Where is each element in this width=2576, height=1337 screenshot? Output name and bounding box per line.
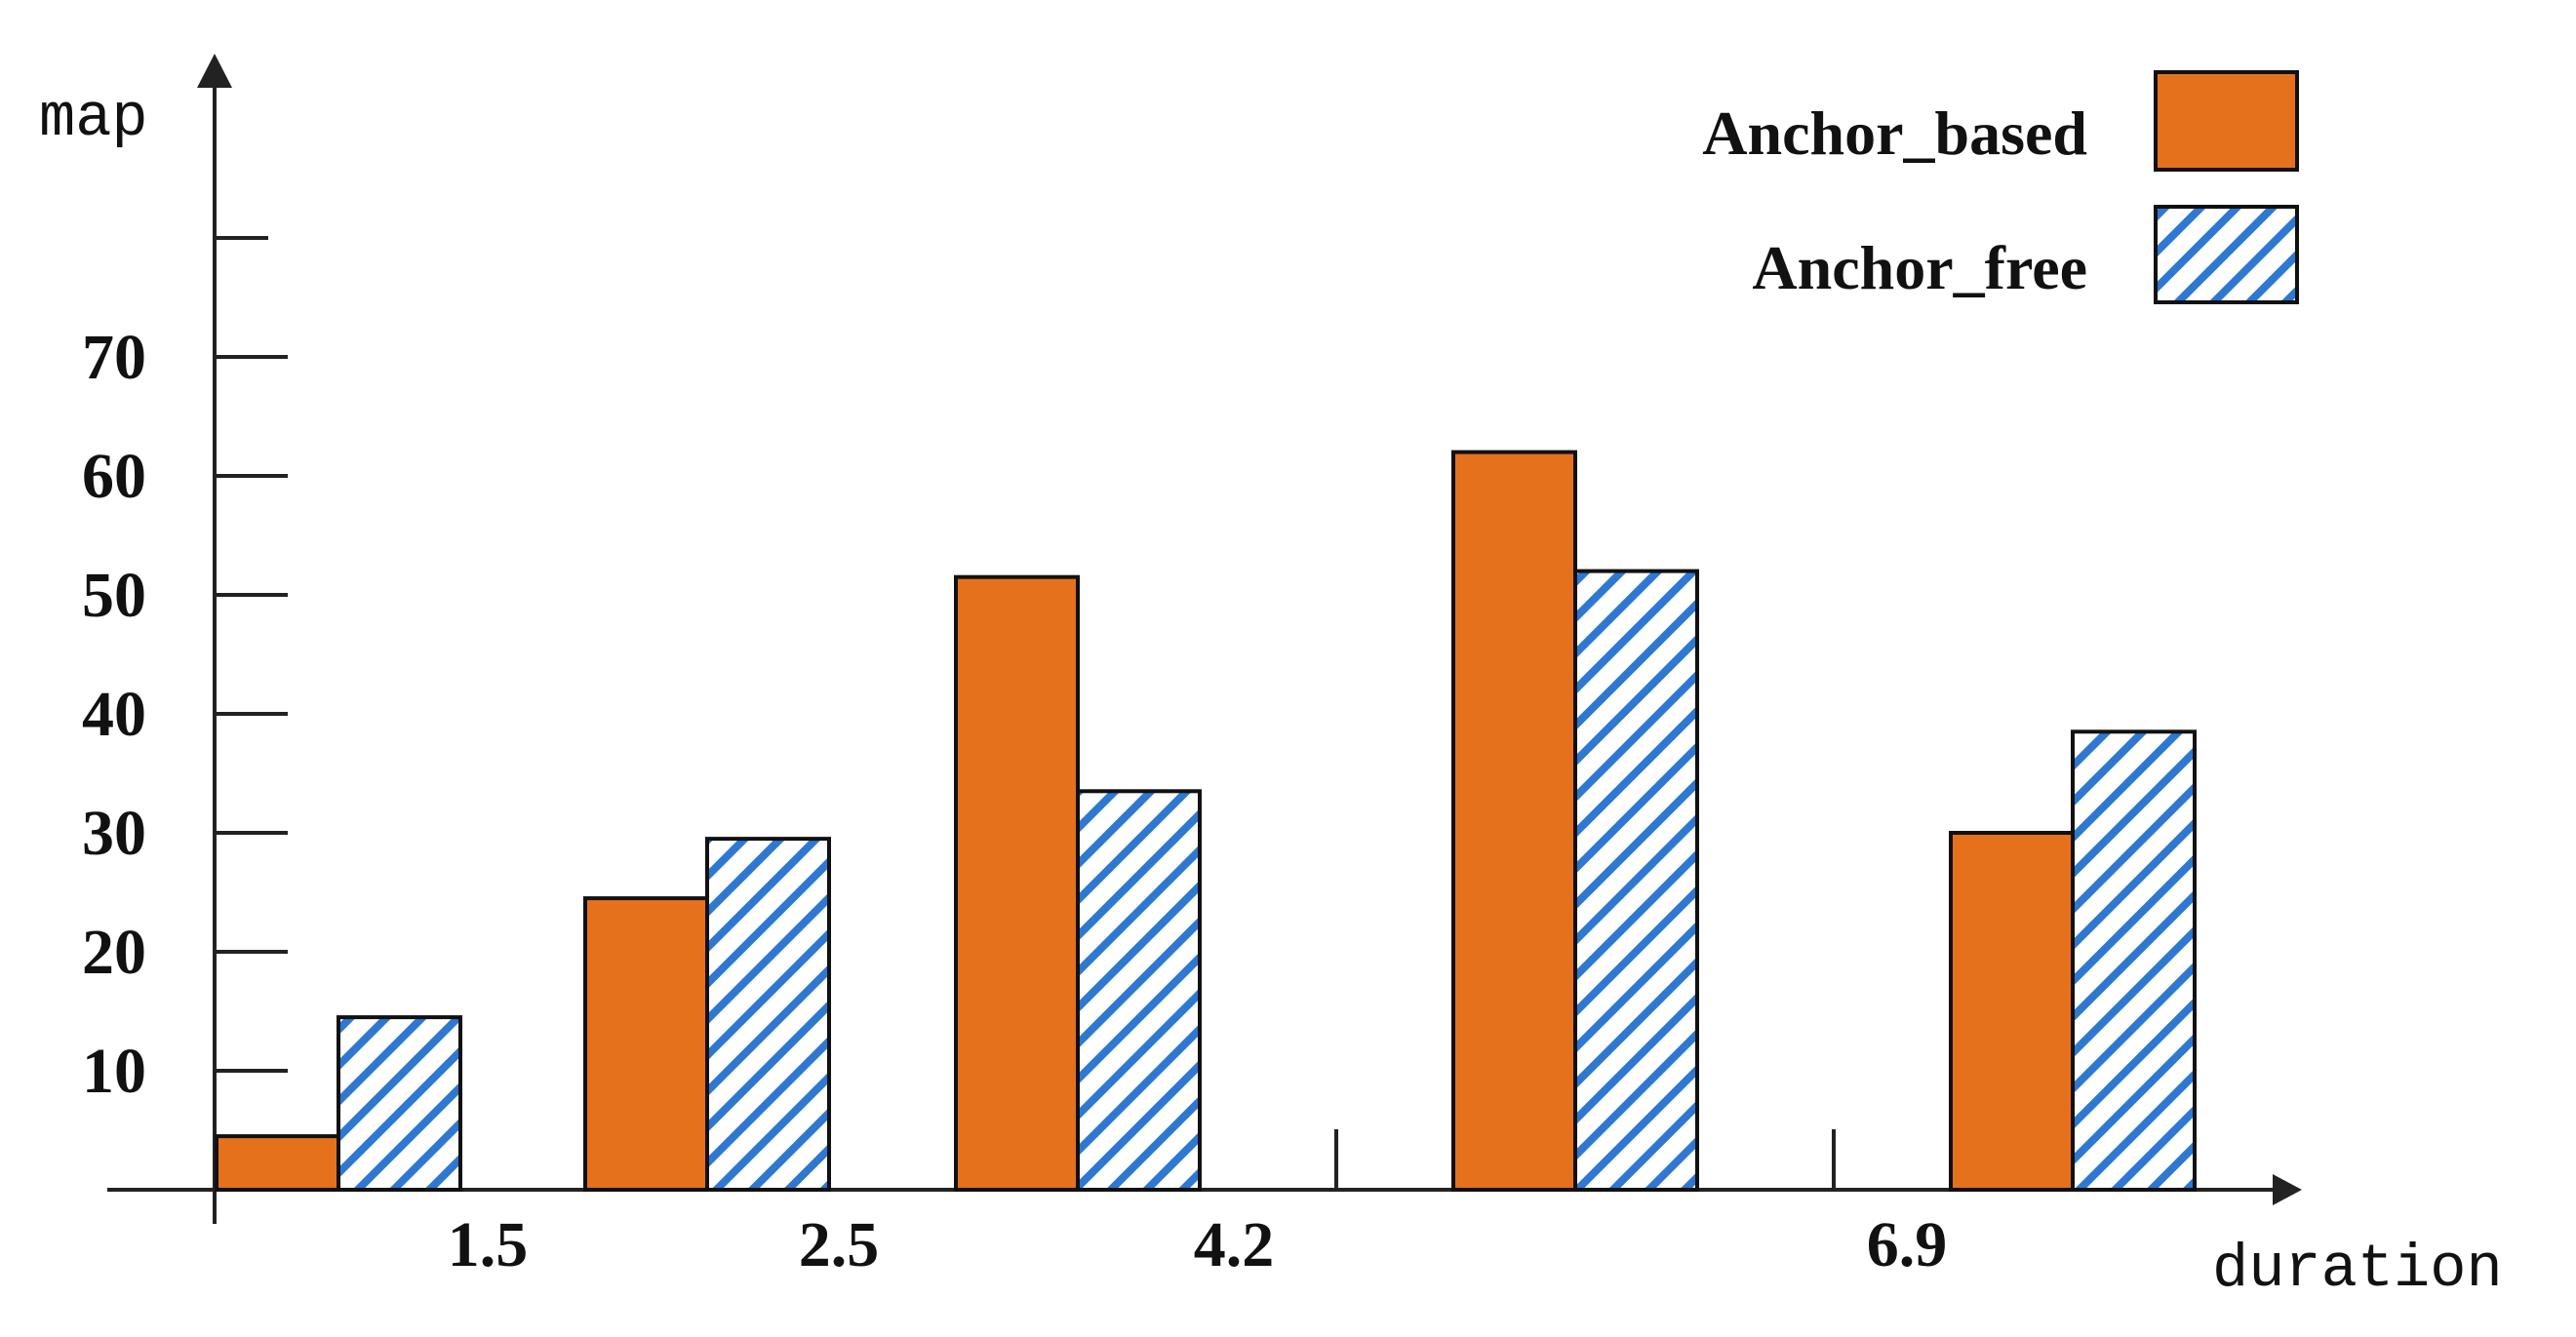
x-tick-label: 1.5: [448, 1209, 529, 1280]
bar-anchor-based: [1949, 831, 2075, 1192]
x-axis-arrow: [2273, 1174, 2302, 1205]
bar-anchor-free: [337, 1015, 462, 1192]
y-tick-label: 20: [82, 917, 146, 988]
bar-anchor-free: [1573, 569, 1699, 1192]
y-tick-label: 30: [82, 798, 146, 869]
bars: [215, 450, 2197, 1193]
x-tick-label: 4.2: [1194, 1209, 1275, 1280]
y-tick-label: 70: [82, 322, 146, 393]
y-tick-label: 60: [82, 441, 146, 512]
bar-anchor-free: [1076, 789, 1202, 1192]
x-tick-label: 2.5: [799, 1209, 880, 1280]
y-axis-title: map: [39, 84, 148, 153]
legend-label-anchor-based: Anchor_based: [1702, 98, 2087, 168]
bar-anchor-based: [583, 896, 709, 1192]
x-axis-title: duration: [2212, 1235, 2503, 1304]
y-tick-label: 10: [82, 1036, 146, 1107]
y-axis-arrow: [197, 54, 232, 88]
bar-anchor-based: [954, 574, 1080, 1192]
legend-swatch-anchor-based: [2154, 70, 2299, 172]
x-tick-label: 6.9: [1867, 1209, 1948, 1280]
legend: Anchor_based Anchor_free: [1702, 70, 2299, 304]
legend-label-anchor-free: Anchor_free: [1752, 233, 2087, 302]
labels: map duration 10 20 30 40 50 60 70 1.5 2.5 4.2 6.9: [39, 84, 2503, 1304]
legend-swatch-anchor-free: [2154, 205, 2299, 304]
bar-anchor-based: [1451, 450, 1577, 1193]
bar-anchor-free: [2071, 729, 2197, 1192]
y-tick-label: 50: [82, 560, 146, 631]
bar-anchor-based: [215, 1134, 340, 1192]
bar-anchor-free: [705, 837, 831, 1192]
y-tick-label: 40: [82, 679, 146, 750]
